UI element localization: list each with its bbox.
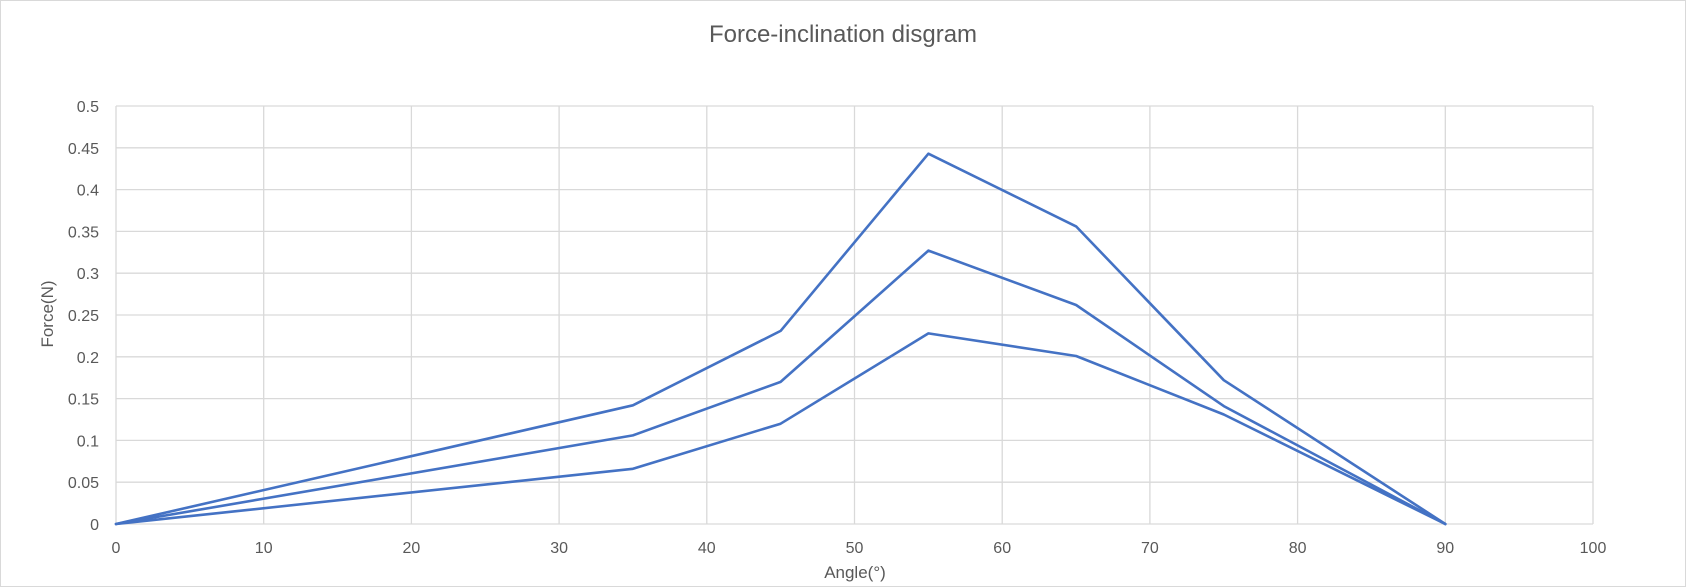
x-tick-label: 40 (698, 540, 716, 557)
y-axis-title: Force(N) (38, 280, 57, 347)
series-line-1 (114, 152, 1447, 526)
x-tick-label: 100 (1580, 540, 1607, 557)
x-tick-label: 70 (1141, 540, 1159, 557)
y-tick-label: 0 (90, 517, 99, 534)
y-tick-label: 0.3 (77, 266, 99, 283)
y-tick-label: 0.2 (77, 350, 99, 367)
x-tick-label: 80 (1289, 540, 1307, 557)
y-tick-label: 0.15 (68, 392, 99, 409)
y-tick-label: 0.25 (68, 308, 99, 325)
y-tick-label: 0.35 (68, 224, 99, 241)
x-tick-label: 50 (846, 540, 864, 557)
y-axis-ticks: 0 0.05 0.1 0.15 0.2 0.25 0.3 0.35 0.4 0.45 0.5 (68, 99, 99, 534)
gridlines (115, 105, 1594, 525)
x-axis-ticks: 0 10 20 30 40 50 60 70 80 90 100 (112, 540, 1607, 557)
series-line-2 (114, 249, 1447, 526)
y-tick-label: 0.4 (77, 183, 99, 200)
x-tick-label: 20 (403, 540, 421, 557)
x-tick-label: 10 (255, 540, 273, 557)
x-tick-label: 60 (993, 540, 1011, 557)
x-tick-label: 30 (550, 540, 568, 557)
x-axis-title: Angle(°) (824, 563, 886, 582)
y-tick-label: 0.05 (68, 475, 99, 492)
y-tick-label: 0.5 (77, 99, 99, 116)
x-tick-label: 0 (112, 540, 121, 557)
y-tick-label: 0.45 (68, 141, 99, 158)
chart-title: Force-inclination disgram (709, 21, 977, 48)
y-tick-label: 0.1 (77, 433, 99, 450)
series-group (114, 152, 1447, 526)
series-line-3 (114, 332, 1447, 526)
x-tick-label: 90 (1436, 540, 1454, 557)
